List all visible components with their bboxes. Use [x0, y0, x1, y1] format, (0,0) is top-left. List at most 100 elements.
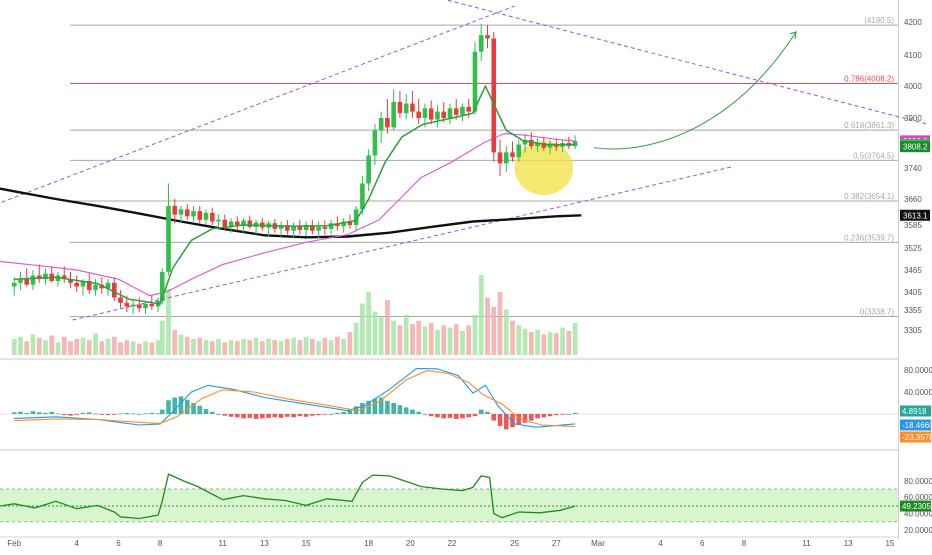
candle-body[interactable] [341, 221, 346, 227]
macd-histogram-bar [422, 414, 428, 415]
candle-body[interactable] [403, 103, 409, 114]
time-axis-tick: 6 [116, 539, 121, 548]
candle-body[interactable] [385, 118, 390, 128]
trend-line[interactable] [0, 5, 515, 220]
candle-body[interactable] [503, 152, 509, 164]
volume-bar [435, 329, 440, 355]
volume-bar [353, 323, 359, 355]
candle-body[interactable] [191, 211, 196, 217]
rsi-pane[interactable] [0, 473, 898, 523]
candle-body[interactable] [535, 143, 540, 147]
candle-body[interactable] [466, 106, 472, 112]
candle-body[interactable] [310, 225, 315, 231]
candle-body[interactable] [447, 108, 453, 118]
candle-body[interactable] [328, 223, 334, 229]
volume-bar [24, 341, 30, 355]
macd-histogram-bar [36, 412, 42, 414]
macd-pane[interactable] [0, 367, 898, 430]
candle-body[interactable] [453, 108, 459, 115]
candle-body[interactable] [522, 139, 528, 145]
candle-body[interactable] [241, 220, 246, 225]
candle-body[interactable] [391, 102, 396, 128]
projection-curve[interactable] [593, 31, 797, 150]
candle-body[interactable] [285, 225, 290, 231]
candle-body[interactable] [24, 279, 30, 285]
macd-histogram-bar [410, 409, 415, 414]
candle-body[interactable] [30, 275, 36, 285]
candle-body[interactable] [416, 111, 421, 118]
candle-body[interactable] [209, 212, 215, 222]
candle-body[interactable] [234, 221, 240, 225]
volume-bar [43, 340, 48, 355]
candle-body[interactable] [322, 226, 328, 229]
candle-body[interactable] [378, 118, 384, 131]
candle-body[interactable] [460, 106, 465, 115]
candle-body[interactable] [510, 152, 515, 158]
candle-body[interactable] [172, 205, 178, 215]
candle-body[interactable] [11, 282, 17, 287]
candle-body[interactable] [410, 103, 415, 112]
candle-body[interactable] [166, 205, 171, 272]
candle-body[interactable] [303, 225, 309, 230]
candle-body[interactable] [118, 297, 123, 303]
candle-body[interactable] [86, 281, 92, 291]
candle-body[interactable] [441, 111, 447, 118]
trend-line[interactable] [421, 0, 928, 125]
candle-body[interactable] [222, 219, 228, 227]
candle-body[interactable] [491, 38, 497, 153]
candle-body[interactable] [478, 35, 484, 52]
candle-body[interactable] [528, 139, 534, 147]
candle-body[interactable] [68, 279, 73, 283]
candle-body[interactable] [80, 281, 86, 287]
candle-body[interactable] [111, 282, 117, 298]
candle-body[interactable] [422, 108, 428, 118]
candle-body[interactable] [124, 302, 130, 307]
candle-body[interactable] [347, 221, 353, 225]
candle-body[interactable] [497, 152, 503, 164]
candle-body[interactable] [159, 271, 165, 301]
candle-body[interactable] [143, 303, 148, 309]
candle-body[interactable] [516, 144, 522, 158]
candle-body[interactable] [247, 220, 253, 227]
candle-body[interactable] [291, 226, 296, 231]
candle-body[interactable] [61, 275, 67, 280]
rsi-band [0, 489, 898, 522]
candle-body[interactable] [93, 284, 98, 291]
candle-body[interactable] [197, 211, 203, 220]
candle-body[interactable] [485, 35, 490, 39]
candle-body[interactable] [43, 273, 48, 280]
candle-body[interactable] [278, 225, 284, 229]
time-axis-tick: 27 [552, 539, 561, 548]
candle-body[interactable] [428, 108, 434, 120]
candle-body[interactable] [216, 219, 221, 222]
candle-body[interactable] [297, 226, 303, 230]
candle-body[interactable] [397, 102, 403, 114]
candle-body[interactable] [316, 226, 321, 231]
candle-body[interactable] [18, 279, 23, 283]
candle-body[interactable] [130, 304, 136, 307]
price-pane[interactable]: (4190.5) 0.786(4008.2) 0.618(3861.3) 0.5(37… [0, 0, 928, 355]
candle-body[interactable] [435, 111, 440, 120]
candle-body[interactable] [228, 221, 234, 227]
candle-body[interactable] [572, 141, 578, 147]
candle-body[interactable] [366, 155, 371, 184]
candle-body[interactable] [74, 282, 80, 287]
candle-body[interactable] [105, 282, 111, 289]
candle-body[interactable] [137, 304, 142, 309]
candle-body[interactable] [184, 209, 190, 217]
volume-bar [278, 341, 284, 355]
candle-body[interactable] [541, 143, 547, 148]
candle-body[interactable] [360, 183, 365, 210]
candle-body[interactable] [372, 130, 378, 156]
candle-body[interactable] [178, 209, 184, 215]
candle-body[interactable] [203, 212, 209, 220]
highlight-ellipse[interactable] [514, 141, 573, 195]
candle-body[interactable] [149, 303, 155, 307]
candle-body[interactable] [335, 223, 340, 227]
candle-body[interactable] [353, 209, 359, 225]
trend-line[interactable] [72, 165, 734, 321]
candle-body[interactable] [547, 143, 553, 148]
candle-body[interactable] [472, 51, 478, 112]
